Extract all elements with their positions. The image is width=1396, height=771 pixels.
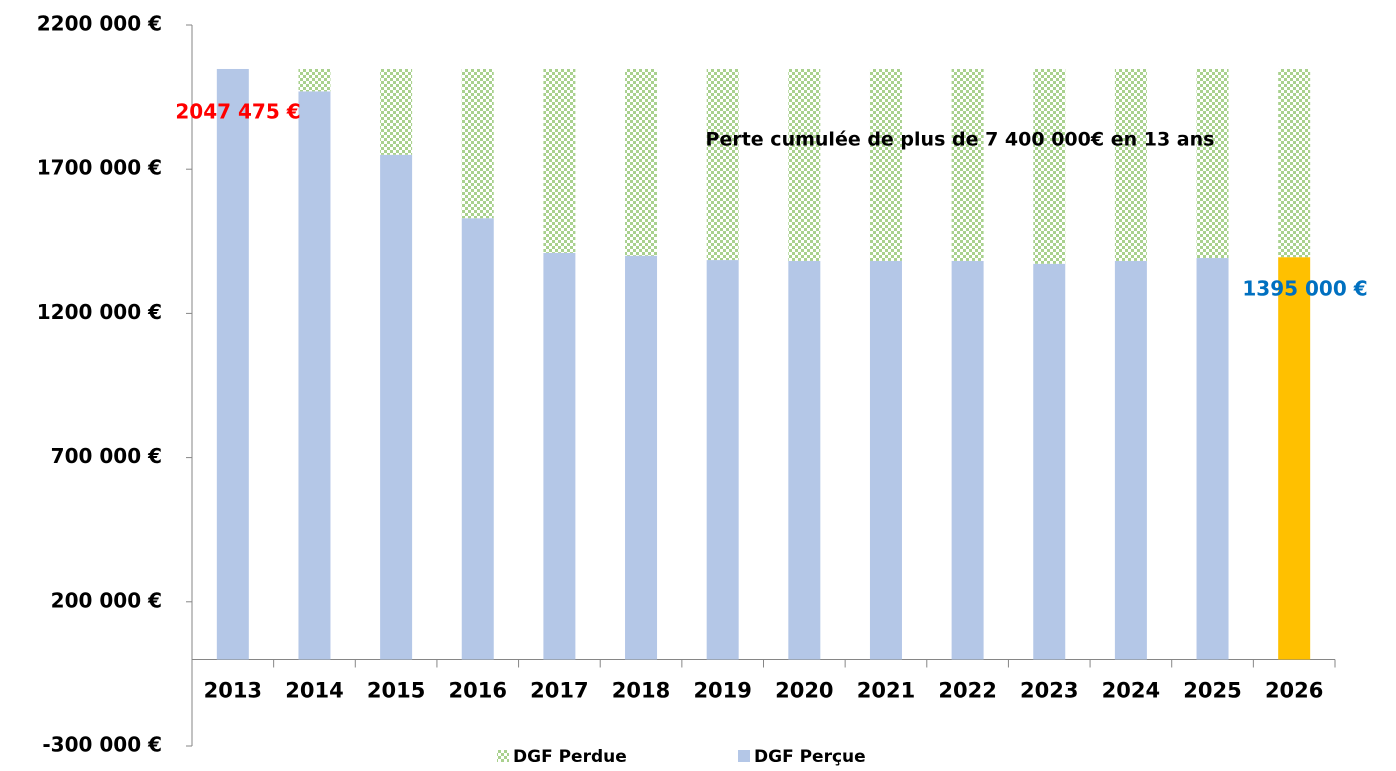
bar-segment	[1196, 258, 1229, 660]
bar-segment	[869, 260, 902, 660]
bar-segment	[543, 252, 576, 660]
x-tick-label: 2016	[449, 678, 507, 702]
legend-swatch	[497, 750, 509, 762]
bar-segment	[625, 68, 658, 256]
y-tick-label: -300 000 €	[42, 733, 162, 757]
bar-segment	[706, 260, 739, 660]
bar-segment	[788, 68, 821, 261]
bar-segment	[1114, 68, 1147, 261]
legend-swatch	[738, 750, 750, 762]
x-tick-label: 2024	[1102, 678, 1160, 702]
bar-segment	[461, 68, 494, 219]
x-tick-label: 2022	[938, 678, 996, 702]
x-tick-label: 2020	[775, 678, 833, 702]
x-tick-label: 2023	[1020, 678, 1078, 702]
y-tick-label: 200 000 €	[51, 588, 162, 612]
bar-segment	[1278, 257, 1311, 660]
bar-segment	[298, 91, 331, 660]
bar-segment	[380, 68, 413, 155]
bar-segment	[298, 68, 331, 92]
legend-label: DGF Perdue	[513, 747, 627, 767]
x-tick-label: 2026	[1265, 678, 1323, 702]
x-tick-label: 2018	[612, 678, 670, 702]
bar-segment	[380, 154, 413, 660]
x-tick-label: 2013	[204, 678, 262, 702]
x-tick-label: 2025	[1183, 678, 1241, 702]
x-tick-label: 2015	[367, 678, 425, 702]
bar-segment	[1114, 260, 1147, 660]
y-tick-label: 1700 000 €	[37, 156, 162, 180]
annotation: Perte cumulée de plus de 7 400 000€ en 1…	[706, 129, 1215, 151]
bar-segment	[461, 218, 494, 660]
x-tick-label: 2014	[285, 678, 343, 702]
bar-segment	[1033, 68, 1066, 264]
bar-segment	[543, 68, 576, 253]
bar-segment	[216, 68, 249, 660]
bar-segment	[788, 260, 821, 660]
bar-segment	[706, 68, 739, 261]
bar-segment	[951, 68, 984, 261]
bar-segment	[1278, 68, 1311, 258]
bar-segment	[1196, 68, 1229, 259]
bar-segment	[625, 255, 658, 660]
y-tick-label: 700 000 €	[51, 444, 162, 468]
x-tick-label: 2019	[693, 678, 751, 702]
legend-label: DGF Perçue	[754, 747, 866, 767]
y-tick-label: 1200 000 €	[37, 300, 162, 324]
x-tick-label: 2017	[530, 678, 588, 702]
annotation: 2047 475 €	[175, 100, 300, 124]
bar-segment	[951, 260, 984, 660]
bar-segment	[869, 68, 902, 261]
x-tick-label: 2021	[857, 678, 915, 702]
annotation: 1395 000 €	[1242, 277, 1367, 301]
bar-segment	[1033, 263, 1066, 660]
y-tick-label: 2200 000 €	[37, 12, 162, 36]
